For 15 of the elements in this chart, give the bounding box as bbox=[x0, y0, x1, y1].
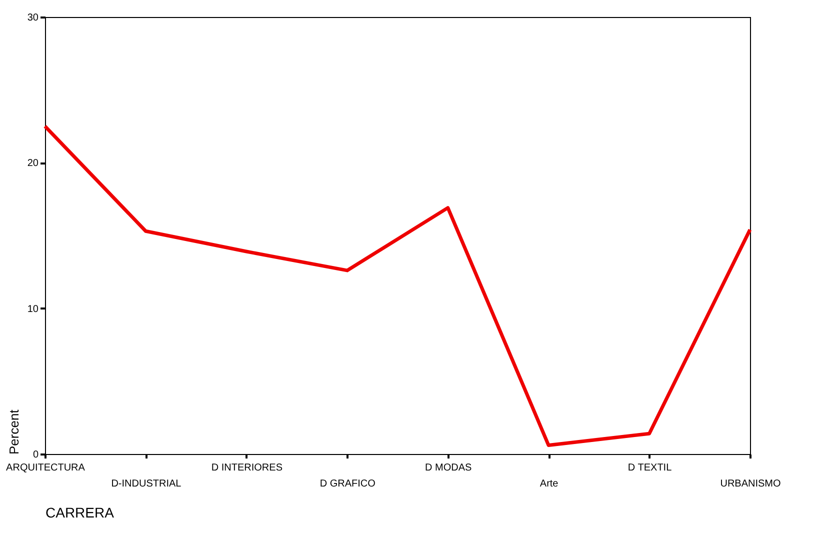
x-tick-label: D MODAS bbox=[425, 462, 472, 474]
x-tick-label: D TEXTIL bbox=[628, 462, 672, 474]
y-tick-label: 30 bbox=[27, 12, 39, 24]
x-tick-label: URBANISMO bbox=[720, 478, 781, 490]
x-axis-title: CARRERA bbox=[46, 504, 115, 520]
x-tick-label: ARQUITECTURA bbox=[6, 462, 86, 474]
y-tick-label: 0 bbox=[32, 450, 39, 460]
x-tick-label: Arte bbox=[540, 478, 559, 490]
x-tick-label: D-INDUSTRIAL bbox=[111, 478, 182, 490]
x-tick-label: D GRAFICO bbox=[320, 478, 376, 490]
y-tick-label: 20 bbox=[27, 158, 39, 170]
y-tick-label: 10 bbox=[27, 304, 39, 315]
line-series bbox=[43, 124, 752, 448]
x-tick-label: D INTERIORES bbox=[211, 462, 283, 474]
y-axis-title: Percent bbox=[6, 409, 22, 454]
